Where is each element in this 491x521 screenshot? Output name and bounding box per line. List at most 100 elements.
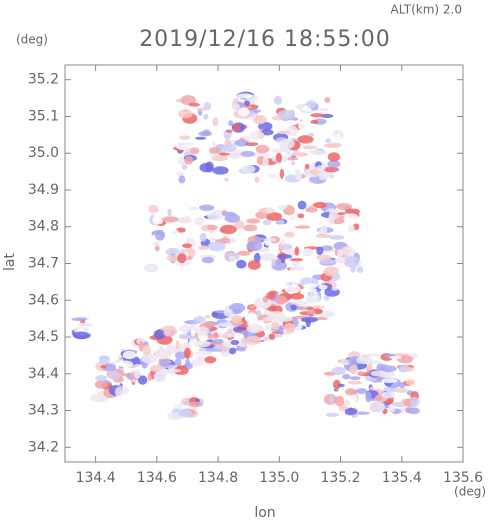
echo-blob [137,375,148,385]
echo-blob [224,213,241,223]
x-tick-label: 134.4 [76,470,116,486]
x-axis-label: lon [254,505,275,521]
echo-blob [230,339,240,346]
echo-blob [333,134,342,142]
echo-blob [166,254,180,262]
echo-blob [184,347,191,359]
echo-blob [340,246,356,256]
echo-blob [228,347,237,355]
echo-blob [277,254,293,259]
echo-blob [305,163,310,169]
echo-blob [154,244,160,252]
echo-blob [218,152,230,156]
echo-blob [333,379,341,390]
echo-blob [245,142,259,147]
echo-blob [295,103,304,111]
echo-blob [212,117,219,127]
echo-blob [271,147,287,153]
echo-blob [163,329,172,336]
echo-blob [122,350,137,360]
echo-blob [165,247,180,257]
echo-blob [325,412,340,418]
echo-blob [355,388,368,395]
x-tick-label: 135.4 [382,470,422,486]
echo-blob [291,260,300,267]
echo-blob [213,345,225,350]
echo-blob [410,396,420,407]
echo-blob [179,335,198,340]
echo-blob [368,361,373,372]
echo-blob [310,119,319,124]
echo-blob [344,255,359,264]
echo-blob [72,331,90,340]
echo-blob [343,213,360,224]
echo-blob [378,365,397,373]
echo-blob [279,168,285,179]
echo-blob [253,297,266,309]
echo-blob [176,142,194,146]
echo-blob [350,264,356,273]
echo-blob [306,306,314,311]
echo-blob [138,341,144,352]
echo-blob [240,164,256,174]
echo-blob [159,359,170,367]
echo-blob [196,107,207,112]
echo-blob [313,265,326,274]
echo-blob [153,329,166,340]
echo-blob [117,360,134,368]
echo-blob [337,383,345,387]
echo-blob [312,305,325,309]
echo-blob [286,156,299,161]
echo-blob [190,329,196,338]
echo-blob [266,291,276,300]
echo-blob [204,314,211,319]
echo-blob [237,250,251,256]
echo-blob [315,233,332,238]
echo-blob [289,258,304,262]
echo-blob [141,353,157,364]
echo-blob [279,244,293,251]
echo-blob [185,357,190,369]
echo-blob [154,229,166,241]
echo-blob [198,204,215,211]
echo-blob [206,266,214,272]
echo-blob [233,123,241,132]
echo-blob [369,386,374,391]
echo-blob [303,283,319,289]
echo-blob [152,215,164,225]
echo-blob [284,231,296,238]
echo-blob [309,149,327,155]
echo-blob [262,219,272,226]
echo-blob [189,147,200,155]
echo-blob [198,347,208,352]
echo-blob [178,325,184,332]
echo-blob [208,231,225,240]
echo-blob [249,130,265,140]
echo-blob [370,370,388,377]
echo-blob [276,219,285,225]
echo-blob [176,365,187,369]
echo-blob [365,391,372,403]
echo-blob [292,152,309,157]
echo-blob [240,150,256,157]
echo-blob [331,287,338,291]
y-tick-label: 34.7 [28,256,59,272]
y-tick-label: 35.0 [28,145,59,161]
echo-blob [245,313,258,324]
echo-blob [279,330,284,335]
echo-blob [212,166,229,175]
echo-blob [283,120,298,126]
echo-blob [375,395,382,402]
echo-blob [321,166,340,173]
echo-blob [194,216,204,226]
echo-blob [328,213,335,225]
y-tick-label: 34.8 [28,219,59,235]
echo-blob [268,333,276,340]
echo-blob [237,326,247,331]
echo-blob [198,131,213,137]
echo-blob [195,136,207,140]
echo-blob [283,322,296,333]
echo-blob [71,317,88,322]
echo-blob [181,324,190,334]
echo-blob [320,225,328,235]
